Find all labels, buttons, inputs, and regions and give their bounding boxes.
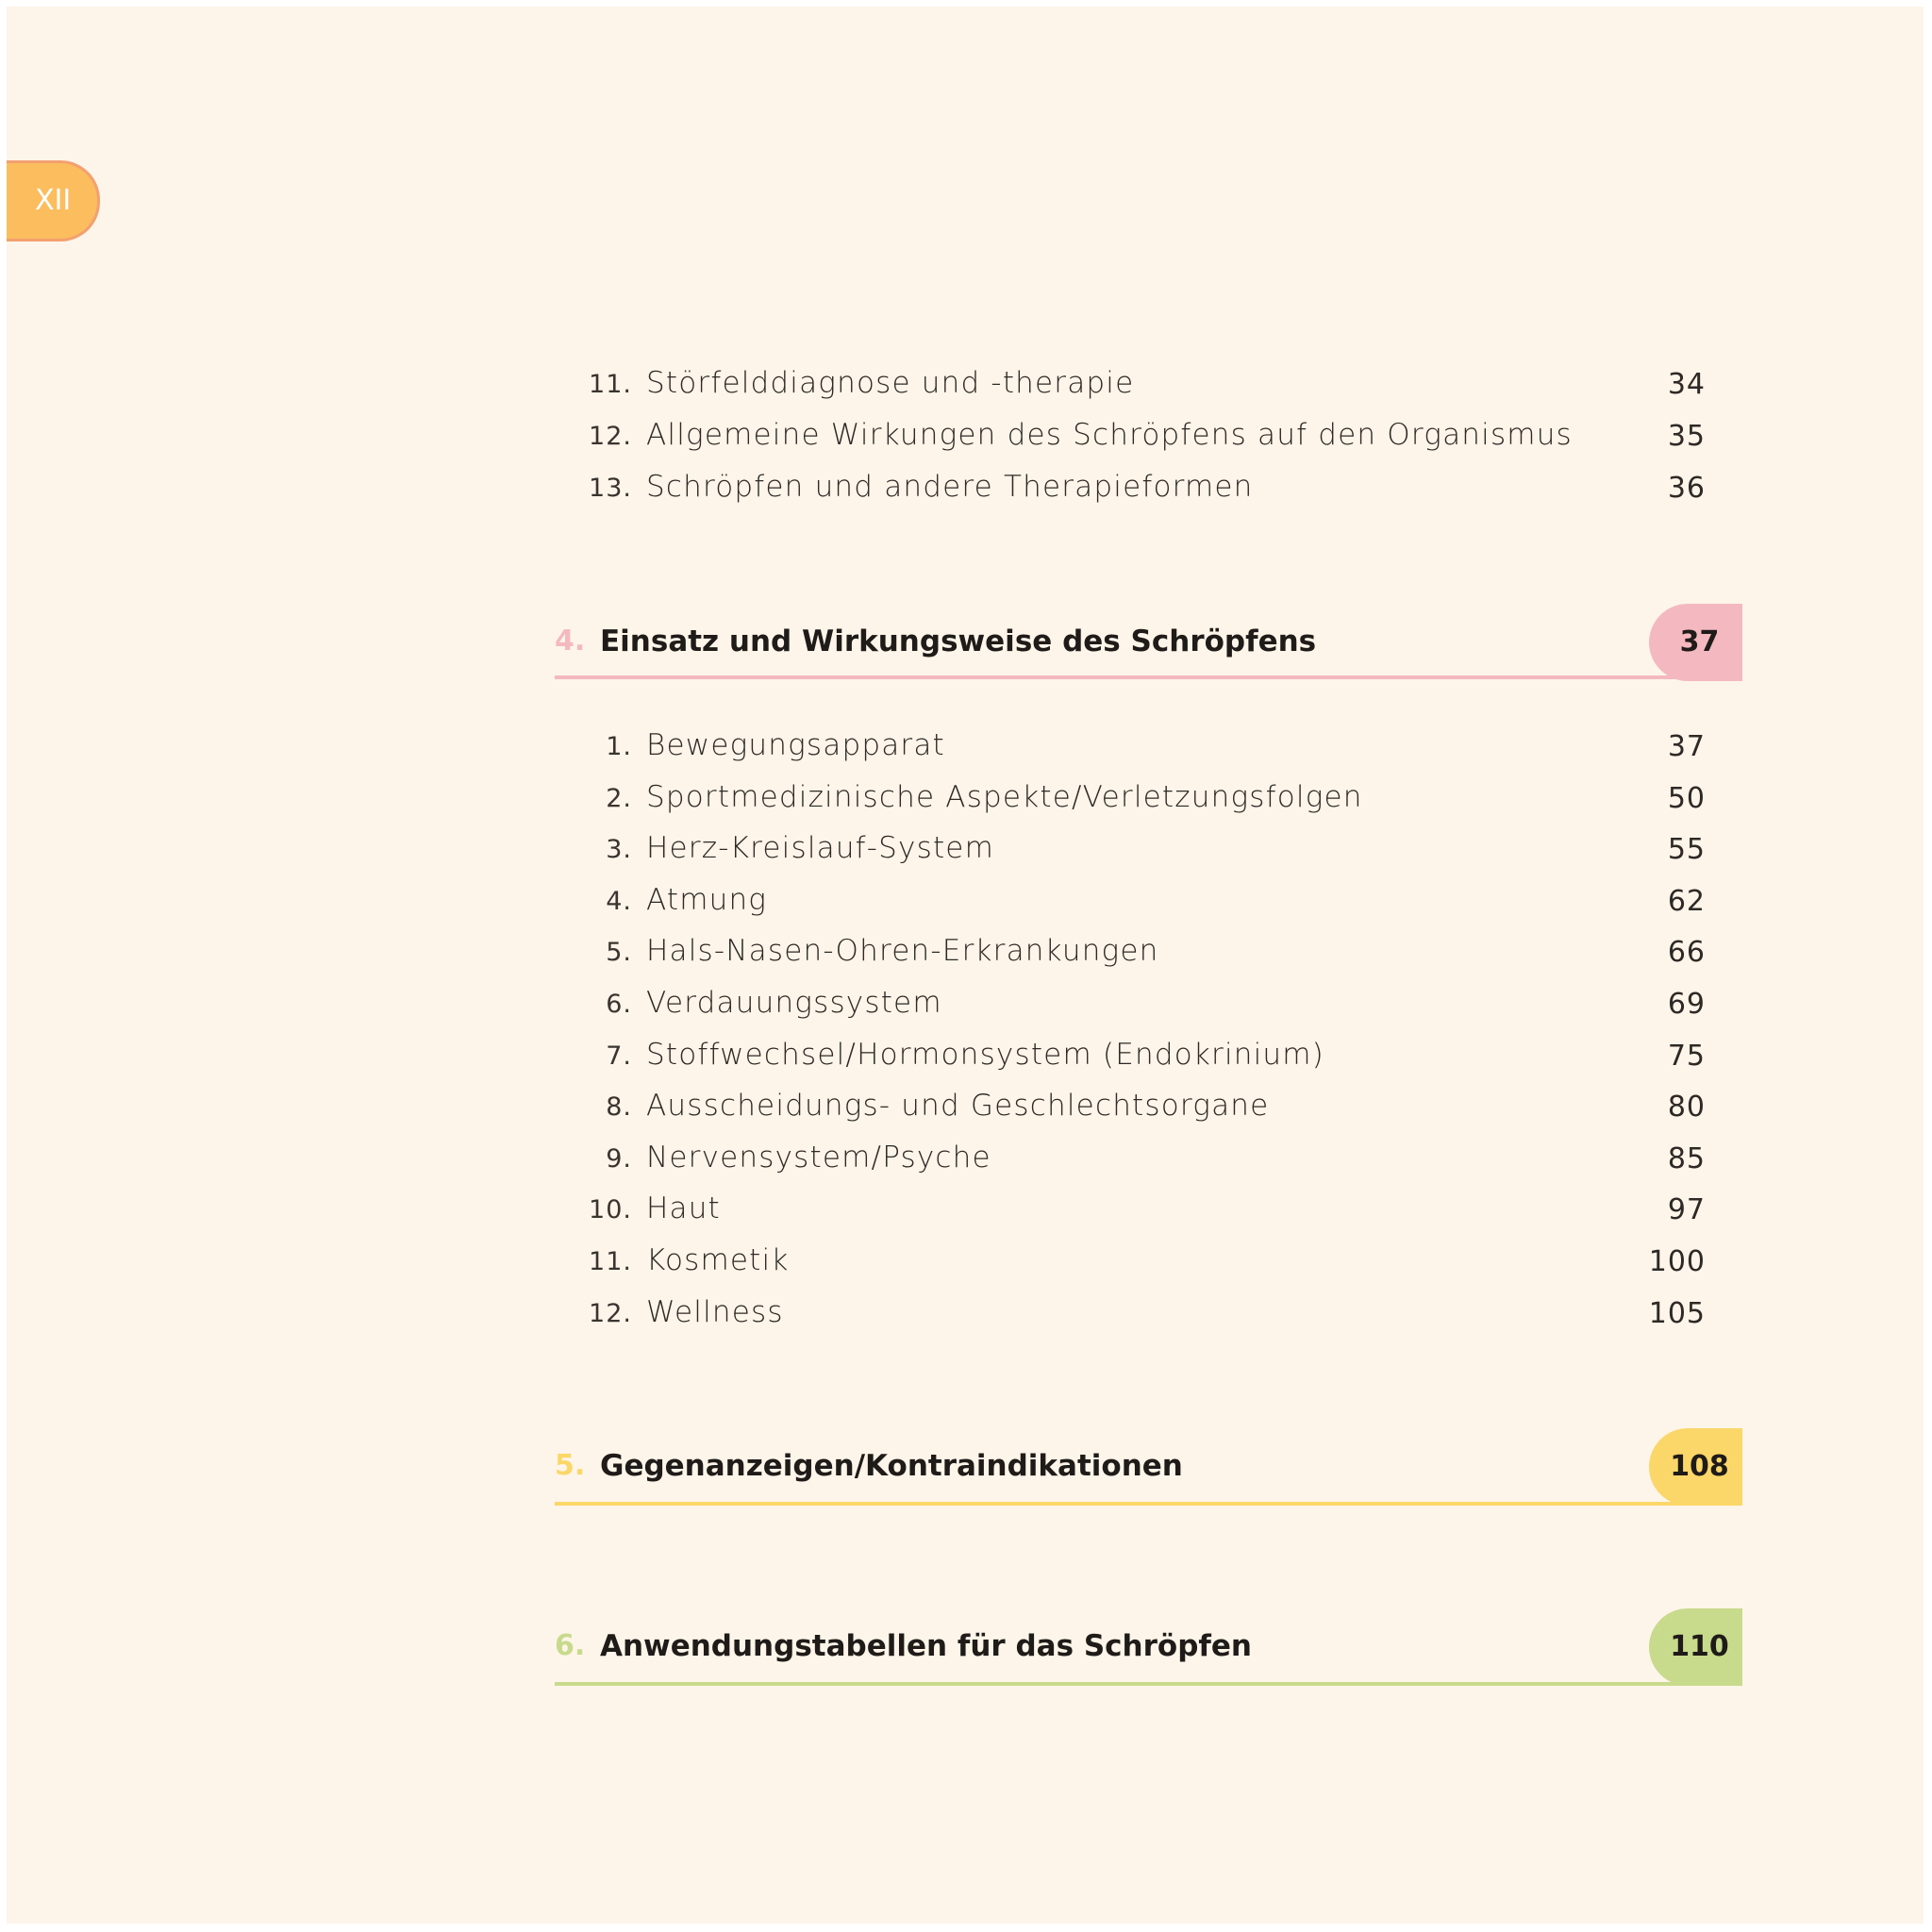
section-number: 6. xyxy=(555,1629,586,1662)
section-page-badge: 37 xyxy=(1649,604,1742,681)
entry-page: 66 xyxy=(1667,936,1706,970)
toc-entry[interactable]: 1. Bewegungsapparat 37 xyxy=(0,728,1932,766)
section-number: 4. xyxy=(555,625,586,658)
entry-number: 1. xyxy=(606,732,632,761)
toc-entry[interactable]: 7. Stoffwechsel/Hormonsystem (Endokrinium… xyxy=(0,1038,1932,1075)
toc-entry[interactable]: 6. Verdauungssystem 69 xyxy=(0,986,1932,1024)
entry-number: 4. xyxy=(606,886,632,916)
section-underline xyxy=(555,1502,1687,1506)
toc-entry[interactable]: 10. Haut 97 xyxy=(0,1191,1932,1229)
entry-title[interactable]: Bewegungsapparat xyxy=(646,728,945,762)
section-number: 5. xyxy=(555,1449,586,1482)
section-title[interactable]: Gegenanzeigen/Kontraindikationen xyxy=(600,1449,1183,1483)
toc-entry[interactable]: 12. Allgemeine Wirkungen des Schröpfens a… xyxy=(0,418,1932,456)
entry-title[interactable]: Wellness xyxy=(646,1294,784,1329)
entry-page: 34 xyxy=(1667,368,1706,401)
toc-entry[interactable]: 11. Kosmetik 100 xyxy=(0,1243,1932,1281)
entry-page: 50 xyxy=(1667,781,1706,815)
section-page-badge: 108 xyxy=(1649,1428,1742,1506)
entry-number: 12. xyxy=(589,422,632,451)
entry-number: 8. xyxy=(606,1092,632,1123)
toc-entry[interactable]: 9. Nervensystem/Psyche 85 xyxy=(0,1141,1932,1178)
page: XII xyxy=(7,7,1924,1924)
page-number-tab: XII xyxy=(7,160,100,242)
entry-title[interactable]: Störfelddiagnose und -therapie xyxy=(646,366,1135,400)
entry-page: 35 xyxy=(1667,420,1706,453)
entry-number: 12. xyxy=(589,1298,632,1328)
toc-entry[interactable]: 12. Wellness 105 xyxy=(0,1295,1932,1333)
entry-title[interactable]: Ausscheidungs- und Geschlechtsorgane xyxy=(646,1089,1270,1124)
toc-entry[interactable]: 13. Schröpfen und andere Therapieformen 36 xyxy=(0,470,1932,508)
entry-page: 62 xyxy=(1667,884,1706,918)
entry-number: 7. xyxy=(606,1041,632,1071)
section-underline xyxy=(555,675,1687,679)
entry-title[interactable]: Kosmetik xyxy=(646,1243,790,1277)
entry-number: 5. xyxy=(606,938,632,968)
entry-page: 75 xyxy=(1667,1039,1706,1073)
entry-page: 97 xyxy=(1667,1193,1706,1227)
entry-page: 100 xyxy=(1648,1245,1706,1278)
entry-page: 80 xyxy=(1667,1091,1706,1124)
toc-entry[interactable]: 5. Hals-Nasen-Ohren-Erkrankungen 66 xyxy=(0,934,1932,972)
section-page-badge: 110 xyxy=(1649,1608,1742,1686)
entry-title[interactable]: Allgemeine Wirkungen des Schröpfens auf … xyxy=(646,418,1573,452)
entry-page: 105 xyxy=(1648,1296,1706,1330)
section-underline xyxy=(555,1682,1687,1686)
entry-title[interactable]: Schröpfen und andere Therapieformen xyxy=(646,470,1254,504)
entry-number: 9. xyxy=(606,1143,632,1174)
toc-entry[interactable]: 3. Herz-Kreislauf-System 55 xyxy=(0,831,1932,869)
entry-page: 69 xyxy=(1667,988,1706,1021)
entry-number: 10. xyxy=(589,1195,632,1225)
entry-title[interactable]: Stoffwechsel/Hormonsystem (Endokrinium) xyxy=(646,1037,1324,1072)
entry-page: 36 xyxy=(1667,472,1706,505)
entry-title[interactable]: Atmung xyxy=(646,882,768,917)
toc-entry[interactable]: 4. Atmung 62 xyxy=(0,883,1932,921)
entry-number: 11. xyxy=(589,1247,632,1276)
entry-title[interactable]: Verdauungssystem xyxy=(646,986,942,1020)
section-title[interactable]: Anwendungstabellen für das Schröpfen xyxy=(600,1629,1252,1663)
entry-number: 2. xyxy=(606,783,632,813)
toc-entry[interactable]: 2. Sportmedizinische Aspekte/Verletzungsf… xyxy=(0,780,1932,818)
entry-title[interactable]: Sportmedizinische Aspekte/Verletzungsfol… xyxy=(646,779,1363,814)
entry-number: 3. xyxy=(606,835,632,865)
entry-number: 13. xyxy=(589,474,632,503)
toc-entry[interactable]: 8. Ausscheidungs- und Geschlechtsorgane 80 xyxy=(0,1089,1932,1126)
entry-page: 55 xyxy=(1667,833,1706,867)
entry-title[interactable]: Haut xyxy=(646,1191,721,1226)
entry-title[interactable]: Hals-Nasen-Ohren-Erkrankungen xyxy=(646,934,1159,969)
entry-title[interactable]: Nervensystem/Psyche xyxy=(646,1140,991,1174)
entry-page: 85 xyxy=(1667,1141,1706,1175)
entry-number: 6. xyxy=(606,990,632,1019)
entry-title[interactable]: Herz-Kreislauf-System xyxy=(646,831,994,866)
toc-entry[interactable]: 11. Störfelddiagnose und -therapie 34 xyxy=(0,366,1932,404)
section-title[interactable]: Einsatz und Wirkungsweise des Schröpfens xyxy=(600,625,1317,658)
entry-number: 11. xyxy=(589,370,632,399)
entry-page: 37 xyxy=(1667,730,1706,763)
